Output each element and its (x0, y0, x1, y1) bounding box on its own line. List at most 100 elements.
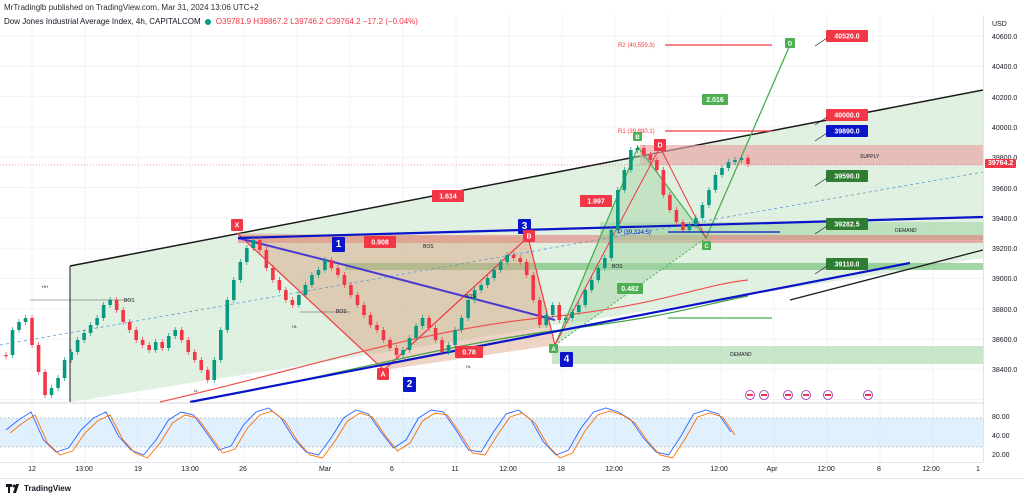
hl-label: HL (292, 324, 298, 329)
candle-body (245, 248, 249, 262)
candle-body (401, 350, 405, 355)
candle-body (30, 318, 34, 345)
bos-label: BOS (423, 244, 434, 250)
time-tick: 8 (877, 466, 881, 473)
candle-body (720, 168, 724, 175)
point-d: D (657, 143, 662, 150)
candle-body (427, 318, 431, 328)
flag-stripe-icon (761, 394, 767, 396)
candle-body (232, 280, 236, 300)
candle-body (310, 275, 314, 285)
supply-zone (640, 145, 983, 165)
tradingview-brand[interactable]: TradingView (24, 484, 71, 493)
time-tick: 6 (390, 466, 394, 473)
wave-number-1: 1 (336, 239, 342, 250)
abcd-red-leg (659, 146, 707, 239)
wave-line-1-4 (237, 237, 556, 321)
candle-body (648, 155, 653, 160)
ratio-078-box (455, 346, 483, 358)
candle-body (323, 260, 327, 270)
candle-body (642, 148, 646, 155)
candle-body (10, 330, 15, 355)
price-tag-pointer (814, 116, 828, 126)
candle-body (726, 162, 731, 168)
stoch-band (0, 418, 983, 447)
candle-body (576, 305, 581, 312)
candle-body (563, 318, 568, 320)
time-axis[interactable]: 12 13:00 19 13:00 26 Mar 6 11 12:00 18 1… (0, 462, 983, 479)
candle-body (4, 355, 8, 357)
symbol-title[interactable]: Dow Jones Industrial Average Index, 4h, … (4, 17, 201, 26)
candle-body (297, 295, 301, 305)
time-tick: 12:00 (710, 466, 728, 473)
point-b-green: B (635, 135, 640, 141)
pivot-p-label: P (39,324.5) (618, 230, 651, 236)
flag-stripe-icon (865, 394, 871, 396)
price-tick: 40000.0 (992, 125, 1018, 132)
time-tick: 1 (976, 466, 980, 473)
wave-number-4-box (560, 352, 573, 367)
price-tag-pointer (814, 37, 828, 47)
candle-body (271, 268, 275, 280)
bos-label: BOS (124, 298, 135, 304)
candle-body (622, 170, 627, 190)
candle-body (179, 330, 184, 340)
point-c-green-box (702, 241, 711, 250)
price-tick: 38800.0 (992, 307, 1018, 314)
price-tick: 40600.0 (992, 34, 1018, 41)
xabcd-triangle-left (237, 233, 528, 370)
candle-body (199, 360, 204, 370)
candle-body (69, 352, 73, 360)
candle-body (329, 260, 334, 268)
price-tag-pointer (814, 132, 828, 142)
candle-body (284, 290, 288, 300)
candle-body (140, 340, 145, 345)
candle-body (616, 190, 620, 230)
price-tick: 39400.0 (992, 216, 1018, 223)
price-axis[interactable]: USD 40600.0 40400.0 40200.0 40000.0 3980… (983, 15, 1024, 462)
candle-body (485, 278, 490, 285)
candle-body (36, 345, 41, 372)
demand-zone-lower (552, 346, 983, 364)
candle-body (511, 255, 516, 258)
point-d-green-box (785, 38, 795, 48)
flag-stripe-icon (803, 394, 809, 396)
supply-label: SUPPLY (860, 154, 880, 160)
stoch-d-line (9, 410, 736, 459)
demand-label-lower: DEMAND (730, 352, 752, 358)
candle-body (629, 150, 633, 170)
candle-body (121, 310, 125, 322)
candle-body (492, 270, 496, 278)
price-tag-39590: 39590.0 (834, 174, 859, 181)
price-tick: 40200.0 (992, 95, 1018, 102)
demand-label-upper: DEMAND (895, 228, 917, 234)
price-tag-pointer (814, 177, 828, 187)
time-tick: 12:00 (817, 466, 835, 473)
time-tick: 25 (662, 466, 670, 473)
price-tag-39110-box (826, 258, 868, 270)
price-tag-pointer (814, 225, 828, 235)
flag-stripe-icon (785, 394, 791, 396)
candle-body (609, 230, 614, 258)
hl-label: HL (466, 364, 472, 369)
candle-body (186, 340, 191, 352)
wave-number-4: 4 (564, 354, 570, 365)
candle-body (498, 262, 503, 270)
candle-body (88, 325, 93, 333)
candle-body (596, 268, 601, 280)
ratio-2016-box (702, 94, 728, 105)
stoch-tick: 20.00 (992, 452, 1010, 459)
candle-body (655, 160, 659, 170)
candle-body (342, 275, 347, 285)
price-tick: 39600.0 (992, 186, 1018, 193)
candle-body (43, 372, 47, 395)
ratio-078: 0.78 (462, 350, 476, 357)
point-a: A (380, 372, 385, 379)
symbol-legend: Dow Jones Industrial Average Index, 4h, … (4, 15, 418, 29)
price-tag-40520: 40520.0 (834, 34, 859, 41)
time-tick: 11 (451, 466, 459, 473)
candle-body (518, 258, 522, 262)
price-tick: 40400.0 (992, 64, 1018, 71)
publish-header: MrTradinglb published on TradingView.com… (0, 0, 1024, 15)
